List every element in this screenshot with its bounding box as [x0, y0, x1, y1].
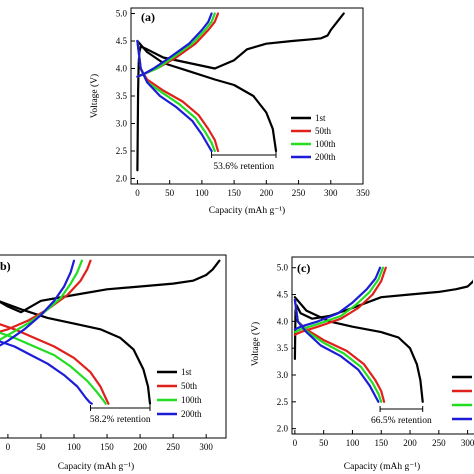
panel-a-label: (a)	[141, 10, 155, 24]
y-tick-label: 4.5	[277, 290, 289, 300]
x-tick-label: 100	[346, 438, 360, 448]
y-tick-label: 3.0	[277, 370, 289, 380]
series-100th-discharge-line	[0, 331, 107, 405]
x-tick-label: 0	[135, 188, 140, 198]
series-1st-discharge-line	[0, 300, 152, 405]
y-tick-label: 3.5	[116, 91, 128, 101]
panel-b: 0 50 100 150 200 250 300 (b) Capacity (mAh g⁻¹…	[0, 254, 227, 472]
series-100th-discharge-line	[293, 298, 383, 403]
series-1st-charge-line	[0, 259, 221, 314]
panel-b-retention-text: 58.2% retention	[90, 415, 151, 425]
x-tick-label: 300	[324, 188, 338, 198]
y-tick-label: 4.0	[277, 316, 289, 326]
panel-b-legend: 1st 50th 100th 200th	[157, 367, 202, 419]
legend-label-1st: 1st	[181, 367, 192, 377]
legend-label-200th: 200th	[315, 152, 336, 162]
series-1st-charge-line	[136, 12, 345, 172]
series-1st-charge-line	[293, 279, 473, 360]
panel-a-curves	[136, 12, 345, 172]
panel-b-label: (b)	[0, 259, 11, 273]
series-1st-discharge-line	[136, 39, 278, 153]
x-tick-label: 150	[374, 438, 388, 448]
panel-b-curves	[0, 259, 221, 405]
panel-c-retention-bracket: 66.5% retention	[371, 406, 432, 426]
legend-label-100th: 100th	[315, 139, 336, 149]
panel-c-label: (c)	[297, 261, 310, 275]
panel-c-ylabel: Voltage (V)	[250, 322, 261, 366]
y-tick-label: 3.0	[116, 119, 128, 129]
legend-label-200th: 200th	[181, 409, 202, 419]
series-200th-charge-line	[293, 266, 382, 331]
y-tick-label: 2.5	[116, 146, 128, 156]
x-tick-label: 200	[133, 442, 147, 452]
x-tick-label: 200	[403, 438, 417, 448]
series-50th-charge-line	[293, 266, 387, 336]
series-1st-discharge-line	[293, 296, 424, 403]
series-200th-discharge-line	[0, 340, 93, 405]
panel-a-y-ticks: 2.0 2.5 3.0 3.5 4.0 4.5 5.0	[116, 9, 135, 184]
series-200th-discharge-line	[136, 39, 213, 153]
y-tick-label: 4.0	[116, 64, 128, 74]
series-100th-charge-line	[293, 266, 385, 334]
x-tick-label: 250	[166, 442, 180, 452]
x-tick-label: 150	[100, 442, 114, 452]
x-tick-label: 0	[6, 442, 11, 452]
y-tick-label: 3.5	[277, 343, 289, 353]
panel-c-retention-text: 66.5% retention	[371, 416, 432, 426]
series-200th-charge-line	[136, 12, 213, 78]
legend-label-100th: 100th	[181, 395, 202, 405]
x-tick-label: 150	[227, 188, 241, 198]
y-tick-label: 5.0	[277, 263, 289, 273]
legend-label-1st: 1st	[315, 113, 326, 123]
x-tick-label: 50	[36, 442, 46, 452]
legend-label-50th: 50th	[315, 126, 332, 136]
x-tick-label: 250	[432, 438, 446, 448]
x-tick-label: 300	[199, 442, 213, 452]
panel-a-retention-text: 53.6% retention	[213, 162, 274, 172]
x-tick-label: 350	[356, 188, 370, 198]
panel-a-retention-bracket: 53.6% retention	[211, 152, 277, 172]
x-tick-label: 100	[67, 442, 81, 452]
x-tick-label: 50	[165, 188, 175, 198]
panel-c-x-ticks: 0 50 100 150 200 250 300	[293, 430, 474, 448]
x-tick-label: 50	[319, 438, 329, 448]
panel-b-x-ticks: 0 50 100 150 200 250 300	[6, 434, 213, 452]
y-tick-label: 4.5	[116, 36, 128, 46]
series-200th-charge-line	[0, 259, 76, 347]
panel-b-frame	[0, 254, 227, 439]
panel-b-xlabel: Capacity (mAh g⁻¹)	[58, 461, 134, 472]
x-tick-label: 0	[293, 438, 298, 448]
y-tick-label: 2.0	[277, 424, 289, 434]
panel-a-legend: 1st 50th 100th 200th	[291, 113, 336, 162]
panel-a-ylabel: Voltage (V)	[89, 74, 100, 118]
panel-a-x-ticks: 0 50 100 150 200 250 300 350	[135, 180, 370, 198]
x-tick-label: 300	[461, 438, 474, 448]
panel-c: 0 50 100 150 200 250 300 2.0 2.5 3.0 3.5 4.0 4.5 5.0…	[250, 256, 474, 472]
legend-label-50th: 50th	[181, 381, 198, 391]
panel-a: 0 50 100 150 200 250 300 350 2.0 2.5 3.0 3.5 4.0 4.5…	[89, 7, 370, 216]
series-100th-charge-line	[0, 259, 84, 341]
panel-c-frame	[291, 256, 474, 435]
x-tick-label: 250	[292, 188, 306, 198]
y-tick-label: 5.0	[116, 9, 128, 19]
x-tick-label: 200	[260, 188, 274, 198]
panel-c-curves	[293, 266, 473, 403]
panel-c-xlabel: Capacity (mAh g⁻¹)	[344, 461, 420, 472]
series-200th-discharge-line	[293, 298, 380, 403]
panel-a-xlabel: Capacity (mAh g⁻¹)	[209, 205, 285, 216]
panel-b-retention-bracket: 58.2% retention	[90, 405, 151, 425]
x-tick-label: 100	[195, 188, 209, 198]
y-tick-label: 2.5	[277, 397, 289, 407]
panel-c-y-ticks: 2.0 2.5 3.0 3.5 4.0 4.5 5.0	[277, 263, 296, 434]
y-tick-label: 2.0	[116, 174, 128, 184]
